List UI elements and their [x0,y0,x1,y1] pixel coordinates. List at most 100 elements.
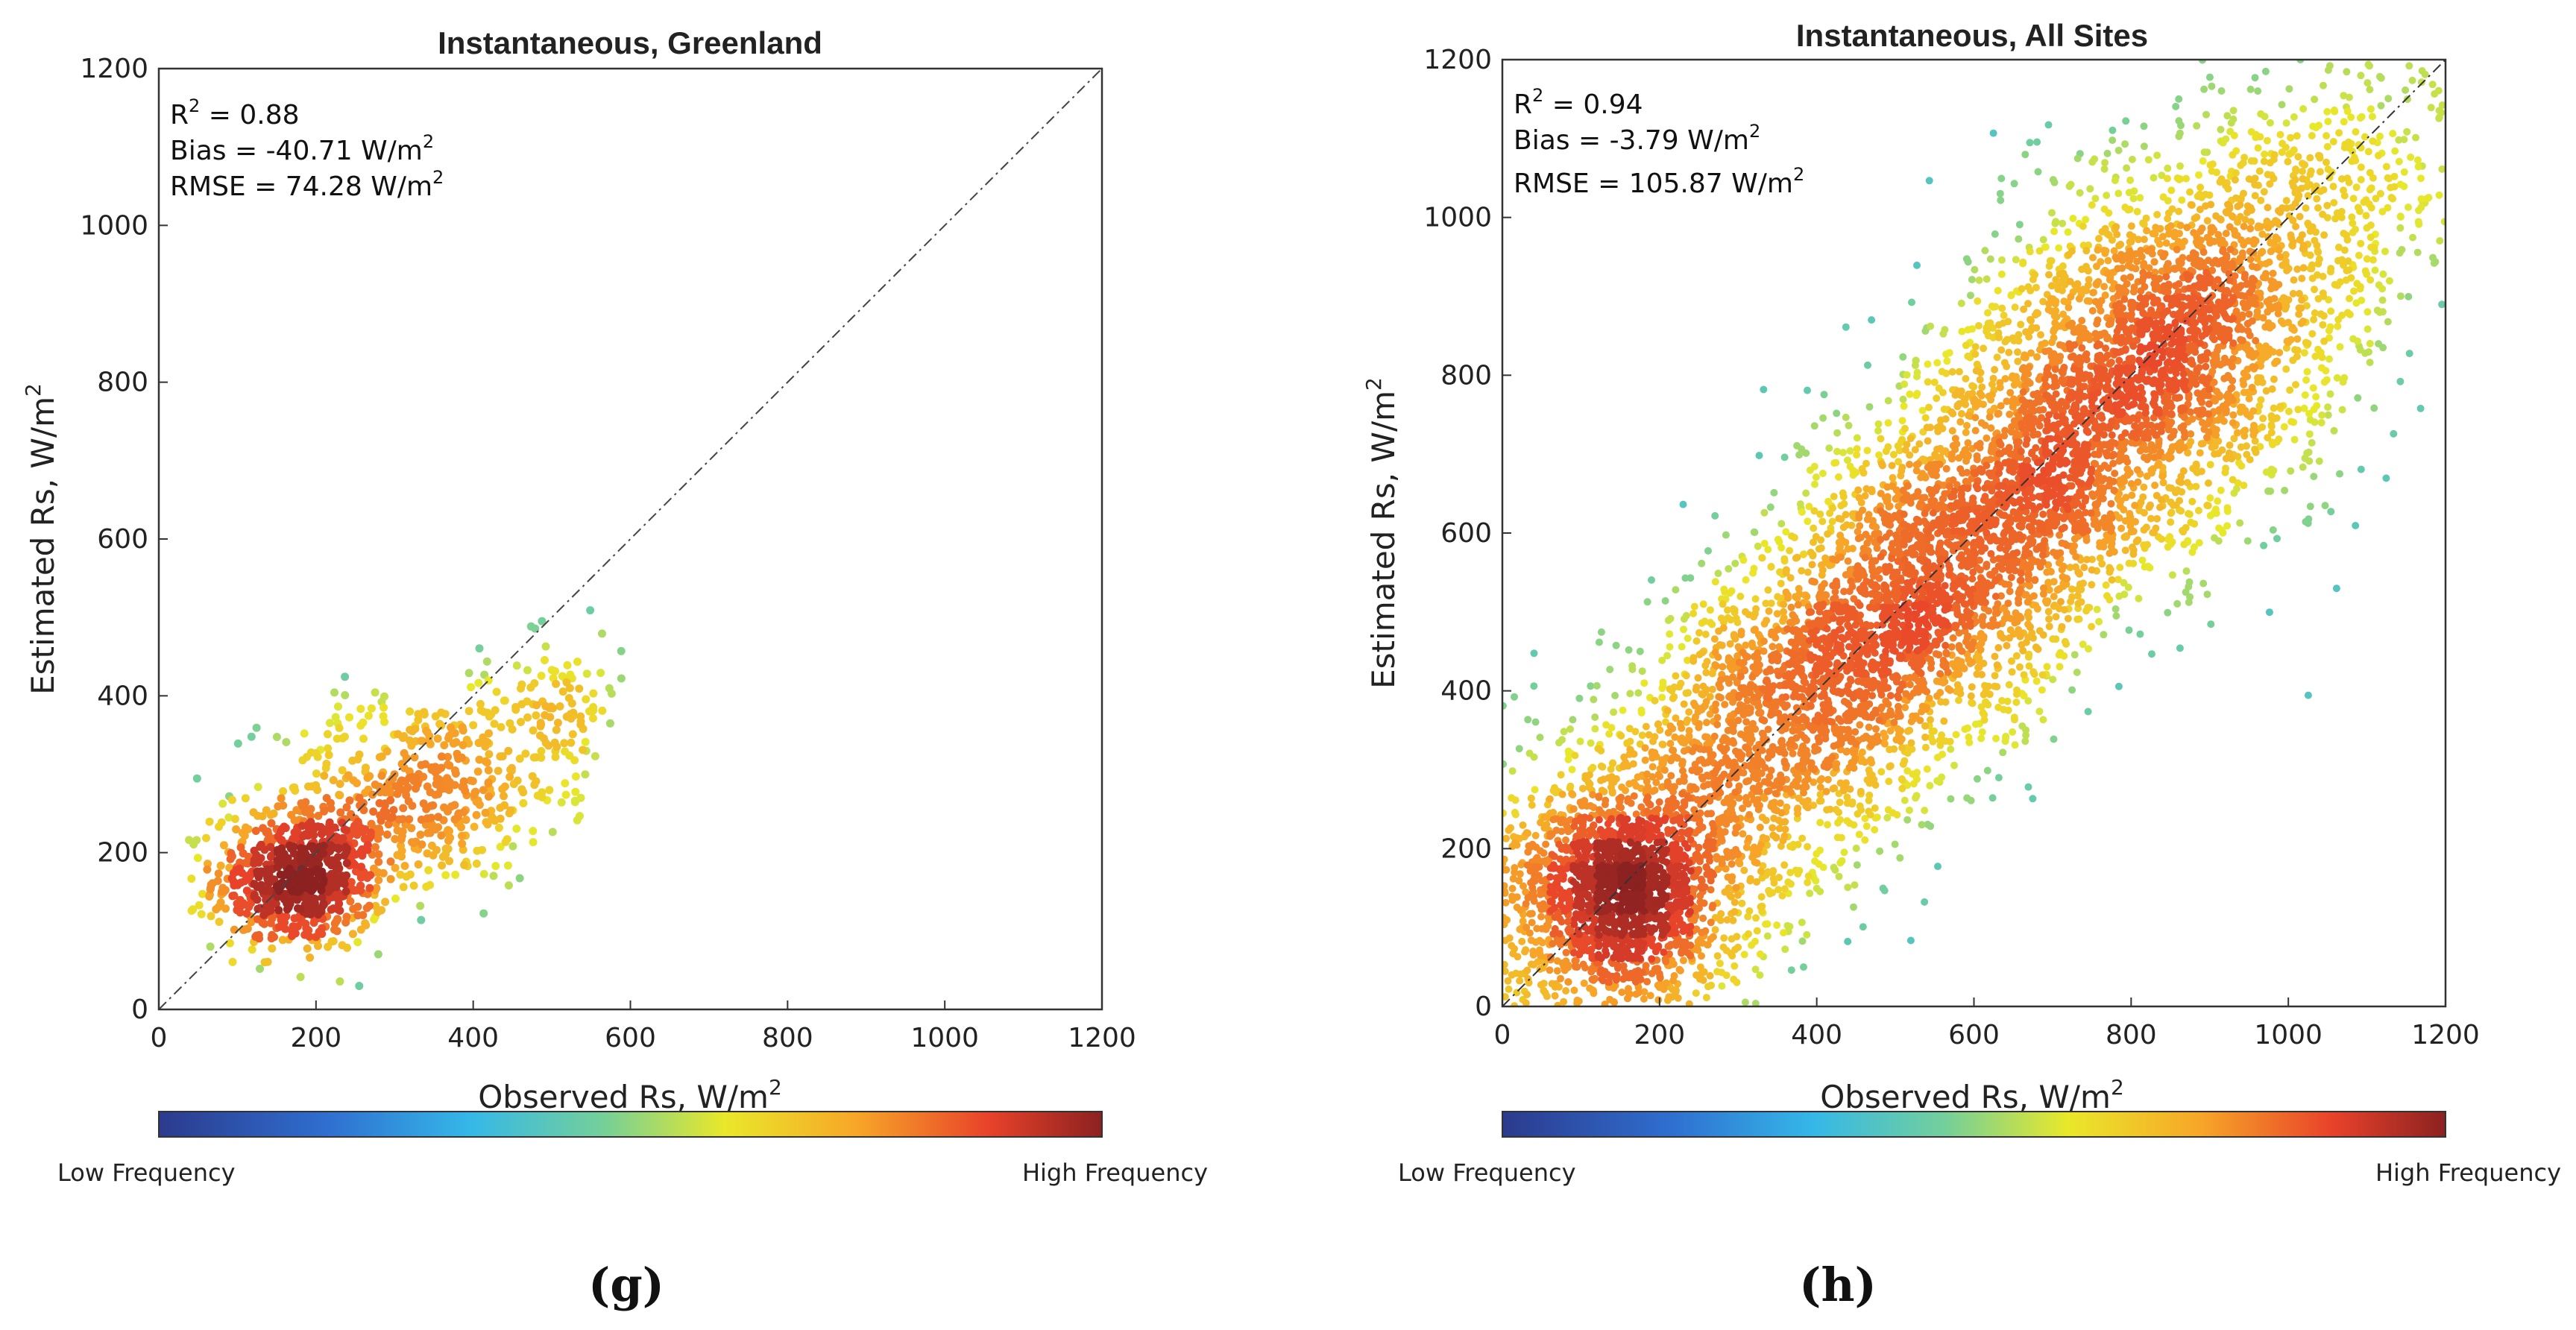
panel-label: (g) [588,1258,664,1312]
data-point [1848,544,1857,552]
data-point [393,826,402,835]
data-point [2180,237,2188,245]
data-point [2167,498,2175,506]
data-point [1745,834,1753,842]
data-point [1865,779,1874,787]
data-point [449,739,458,748]
data-point [1636,647,1644,655]
data-point [1700,968,1708,976]
data-point [1731,907,1739,915]
data-point [2364,79,2372,87]
data-point [1542,857,1550,865]
data-point [1727,616,1735,624]
data-point [1531,831,1540,839]
data-point [2115,592,2123,600]
data-point [2267,248,2275,256]
data-point [454,754,463,763]
data-point [568,730,577,739]
data-point [380,692,388,701]
chart-title: Instantaneous, Greenland [438,25,822,60]
data-point [2222,230,2230,238]
data-point [1844,456,1851,464]
data-point [1555,983,1563,991]
data-point [2416,404,2425,412]
data-point [2255,167,2264,175]
data-point [485,729,493,738]
data-point [1773,610,1781,618]
data-point [343,943,351,952]
data-point [2349,219,2357,227]
data-point [2203,590,2211,599]
data-point [2016,663,2024,671]
data-point [2400,168,2408,176]
data-point [444,760,453,769]
data-point [2288,324,2296,332]
data-point [441,871,450,880]
data-point [1843,817,1851,825]
data-point [1973,360,1981,368]
data-point [2128,155,2136,163]
data-point [1863,447,1871,455]
data-point [2133,466,2141,474]
data-point [2014,357,2022,365]
data-point [1974,664,1983,672]
data-point [2032,283,2040,291]
data-point [1745,930,1752,938]
data-point [1679,500,1687,508]
data-point [2179,467,2188,475]
data-point [2303,368,2311,376]
data-point [1731,632,1738,640]
data-point [2178,488,2186,496]
data-point [2159,253,2167,261]
data-point [1898,417,1906,425]
data-point [2400,136,2408,144]
data-point [1833,409,1841,417]
data-point [260,919,268,928]
data-point [1729,916,1737,924]
data-point [1507,824,1515,832]
x-tick-label: 1000 [910,1023,979,1053]
data-point [1854,486,1862,494]
data-point [2017,321,2025,329]
data-point [2076,189,2084,197]
data-point [2170,265,2178,273]
y-axis-label: Estimated Rs, W/m2 [21,383,61,695]
data-point [569,711,578,720]
data-point [300,850,309,859]
data-point [1557,974,1564,983]
data-point [2191,543,2198,551]
data-point [2136,194,2144,202]
data-point [2025,662,2033,670]
data-point [2240,388,2248,397]
data-point [585,707,593,716]
data-point [1782,569,1790,577]
data-point [2073,668,2081,676]
data-point [1745,810,1754,819]
data-point [331,713,340,722]
data-point [2396,213,2405,221]
data-point [1877,460,1886,468]
data-point [368,790,377,799]
data-point [1569,716,1577,724]
data-point [1798,834,1807,842]
data-point [202,833,210,842]
data-point [1568,766,1576,774]
data-point [1954,388,1962,396]
data-point [1967,291,1974,300]
data-point [2305,457,2314,465]
data-point [1800,550,1808,558]
data-point [2100,283,2109,291]
data-point [1754,631,1763,639]
data-point [1940,406,1948,413]
data-point [1617,732,1625,740]
data-point [2308,223,2317,231]
data-point [2365,348,2372,356]
data-point [2396,292,2405,300]
data-point [466,776,475,785]
data-point [2317,419,2325,426]
data-point [388,774,397,783]
data-point [1658,693,1666,702]
data-point [2267,277,2276,285]
data-point [2088,158,2097,166]
data-point [2403,95,2411,104]
